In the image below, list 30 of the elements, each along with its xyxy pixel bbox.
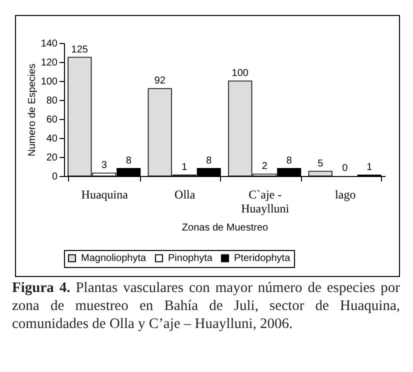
data-label: 5: [318, 158, 324, 170]
data-label: 1: [366, 162, 373, 174]
y-tick-label: 20: [46, 152, 58, 164]
y-tick-label: 80: [46, 96, 58, 106]
y-tick-label: 100: [40, 76, 58, 88]
y-tick-label: 140: [40, 38, 58, 50]
x-axis-title: Zonas de Muestreo: [182, 222, 269, 234]
y-tick-label: 40: [46, 134, 58, 144]
data-label: 8: [126, 155, 132, 166]
data-label: 0: [342, 163, 348, 174]
x-tick-label: Olla: [174, 188, 196, 202]
x-tick-label: C`aje - Huaylluni: [241, 188, 290, 216]
legend-label: Magnoliophyta: [81, 253, 146, 264]
legend-label: Pinophyta: [168, 253, 213, 264]
y-tick-label: 120: [40, 58, 58, 68]
data-label: 8: [286, 155, 292, 166]
y-tick-label: 60: [46, 114, 58, 126]
data-label: 92: [154, 76, 166, 87]
data-label: 3: [101, 160, 108, 172]
data-label: 1: [182, 162, 188, 174]
x-tick-label: lago: [335, 188, 356, 202]
text: Figura 4. Plantas vasculares con mayor número de especies por zona de muestreo en Bahía de Juli, sector de Huaquina, comunidades de Olla y C’aje – Huaylluni, 2006.: [12, 279, 400, 333]
y-axis-title: Numero de Especies: [26, 64, 38, 156]
data-label: 100: [232, 68, 249, 79]
data-label: 125: [71, 44, 88, 56]
y-tick-label: 0: [52, 172, 58, 182]
legend-label: Pteridophyta: [234, 253, 291, 264]
data-label: 8: [206, 155, 212, 166]
x-tick-label: Huaquina: [81, 188, 129, 202]
data-label: 2: [262, 161, 268, 172]
